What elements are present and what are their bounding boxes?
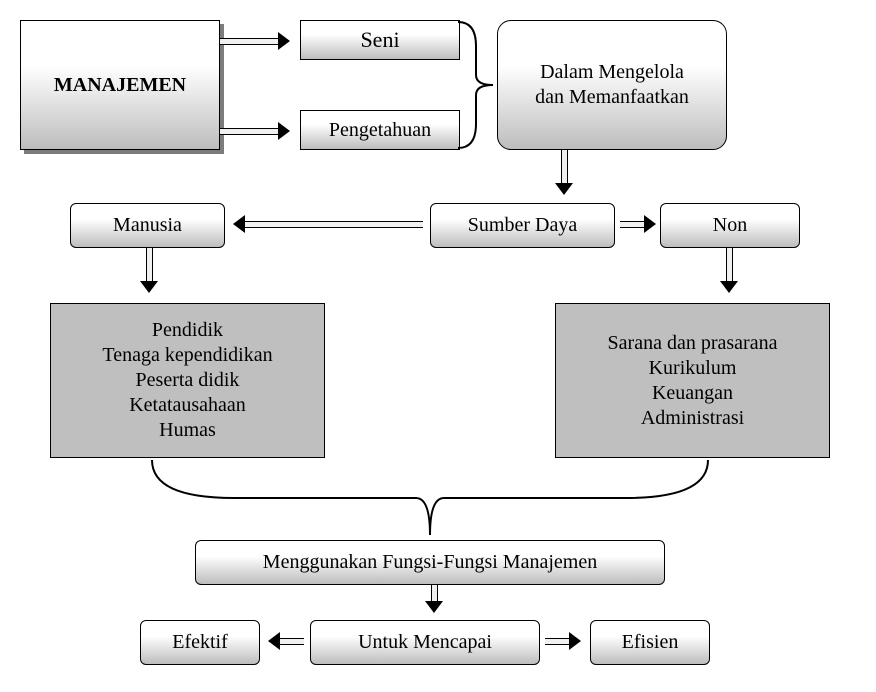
- node-non_list: Sarana dan prasarana Kurikulum Keuangan …: [555, 303, 830, 458]
- node-fungsi-label: Menggunakan Fungsi-Fungsi Manajemen: [255, 546, 605, 579]
- node-non_list-label: Sarana dan prasarana Kurikulum Keuangan …: [600, 327, 786, 435]
- node-manusia_list-label: Pendidik Tenaga kependidikan Peserta did…: [94, 314, 280, 447]
- node-fungsi: Menggunakan Fungsi-Fungsi Manajemen: [195, 540, 665, 585]
- diagram-canvas: MANAJEMEN Seni Pengetahuan Dalam Mengelola …: [0, 0, 876, 692]
- arrow-untk_es: [545, 632, 581, 650]
- arrow-man_list: [140, 248, 158, 293]
- arrow-fungsi_untk: [425, 585, 443, 613]
- node-sumber_daya: Sumber Daya: [430, 203, 615, 248]
- node-efektif: Efektif: [140, 620, 260, 665]
- node-efisien: Efisien: [590, 620, 710, 665]
- node-manajemen: MANAJEMEN: [20, 20, 220, 150]
- arrow-man_seni: [220, 32, 290, 50]
- node-dalam: Dalam Mengelola dan Memanfaatkan: [497, 20, 727, 150]
- brace-top: [456, 20, 496, 150]
- node-manusia: Manusia: [70, 203, 225, 248]
- node-manusia-label: Manusia: [105, 209, 190, 242]
- arrow-dalam_sd: [555, 150, 573, 195]
- arrow-sd_non: [620, 215, 656, 233]
- node-dalam-label: Dalam Mengelola dan Memanfaatkan: [527, 56, 697, 114]
- node-seni-label: Seni: [352, 22, 407, 58]
- arrow-sd_man: [233, 215, 423, 233]
- node-non: Non: [660, 203, 800, 248]
- node-untuk: Untuk Mencapai: [310, 620, 540, 665]
- node-manusia_list: Pendidik Tenaga kependidikan Peserta did…: [50, 303, 325, 458]
- arrow-man_peng: [220, 122, 290, 140]
- node-efisien-label: Efisien: [614, 626, 687, 659]
- node-manajemen-label: MANAJEMEN: [46, 69, 194, 102]
- node-pengetahuan-label: Pengetahuan: [321, 114, 439, 147]
- node-pengetahuan: Pengetahuan: [300, 110, 460, 150]
- node-seni: Seni: [300, 20, 460, 60]
- node-untuk-label: Untuk Mencapai: [350, 626, 500, 659]
- arrow-non_list: [720, 248, 738, 293]
- node-efektif-label: Efektif: [164, 626, 236, 659]
- node-sumber_daya-label: Sumber Daya: [460, 209, 585, 242]
- brace-bottom: [150, 458, 710, 538]
- node-non-label: Non: [705, 209, 755, 242]
- arrow-untk_ef: [268, 632, 304, 650]
